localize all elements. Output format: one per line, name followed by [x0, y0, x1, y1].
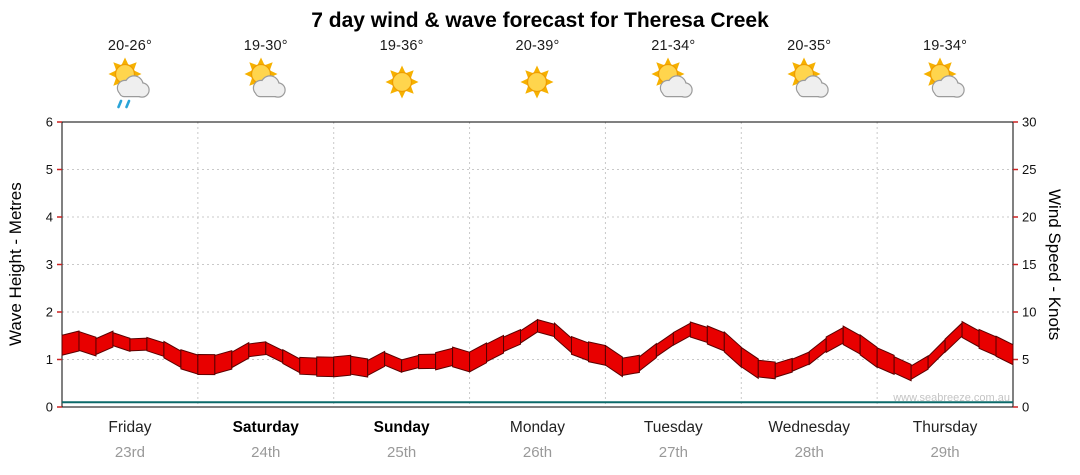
page-title: 7 day wind & wave forecast for Theresa C… — [311, 9, 769, 32]
svg-text:10: 10 — [1022, 305, 1036, 320]
sun-cloud-icon — [877, 57, 1013, 111]
temp-range-label: 19-30° — [243, 38, 288, 54]
temp-range-label: 21-34° — [651, 38, 696, 54]
day-name-label: Saturday — [232, 419, 299, 436]
day-forecast-sunday: 19-36° — [334, 38, 470, 111]
svg-text:5: 5 — [46, 162, 53, 177]
day-name-label: Thursday — [912, 419, 978, 436]
svg-text:20: 20 — [1022, 210, 1036, 225]
day-forecast-wednesday: 20-35° — [741, 38, 877, 111]
svg-text:1: 1 — [46, 352, 53, 367]
svg-text:0: 0 — [1022, 400, 1029, 415]
svg-text:2: 2 — [46, 305, 53, 320]
sun-cloud-icon — [198, 57, 334, 111]
svg-text:0: 0 — [46, 400, 53, 415]
right-axis-ticks: 0 5 10 15 20 25 30 — [1013, 115, 1036, 415]
temp-range-label: 20-26° — [107, 38, 152, 54]
svg-text:15: 15 — [1022, 257, 1036, 272]
svg-text:25: 25 — [1022, 162, 1036, 177]
day-forecast-tuesday: 21-34° — [605, 38, 741, 111]
day-name-label: Tuesday — [643, 419, 703, 436]
day-date-label: 27th — [658, 444, 688, 461]
svg-text:30: 30 — [1022, 115, 1036, 130]
left-axis-label: Wave Height - Metres — [6, 182, 25, 347]
day-date-label: 28th — [794, 444, 824, 461]
day-date-label: 24th — [251, 444, 281, 461]
day-forecast-friday: 20-26° — [62, 38, 198, 111]
svg-text:4: 4 — [46, 210, 53, 225]
temp-range-label: 20-35° — [787, 38, 832, 54]
day-name-label: Monday — [509, 419, 566, 436]
svg-text:6: 6 — [46, 115, 53, 130]
horizontal-gridlines — [62, 169, 1013, 360]
right-axis-label: Wind Speed - Knots — [1045, 188, 1064, 341]
day-forecast-thursday: 19-34° — [877, 38, 1013, 111]
svg-text:5: 5 — [1022, 352, 1029, 367]
day-name-label: Sunday — [373, 419, 430, 436]
temp-range-label: 19-34° — [923, 38, 968, 54]
sun-icon — [470, 57, 606, 111]
day-date-label: 25th — [387, 444, 417, 461]
svg-text:3: 3 — [46, 257, 53, 272]
watermark: www.seabreeze.com.au — [893, 392, 1010, 404]
day-date-label: 29th — [930, 444, 960, 461]
day-forecast-saturday: 19-30° — [198, 38, 334, 111]
day-name-label: Wednesday — [768, 419, 850, 436]
wind-speed-band — [61, 318, 1014, 382]
sun-icon — [334, 57, 470, 111]
sun-cloud-icon — [741, 57, 877, 111]
sun-cloud-icon — [605, 57, 741, 111]
day-forecast-monday: 20-39° — [470, 38, 606, 111]
sun-cloud-rain-icon — [62, 57, 198, 111]
day-date-label: 26th — [522, 444, 553, 461]
temp-range-label: 19-36° — [379, 38, 424, 54]
day-date-label: 23rd — [114, 444, 145, 461]
temp-range-label: 20-39° — [515, 38, 560, 54]
day-name-label: Friday — [108, 419, 152, 436]
left-axis-ticks: 0 1 2 3 4 5 6 — [46, 115, 62, 415]
